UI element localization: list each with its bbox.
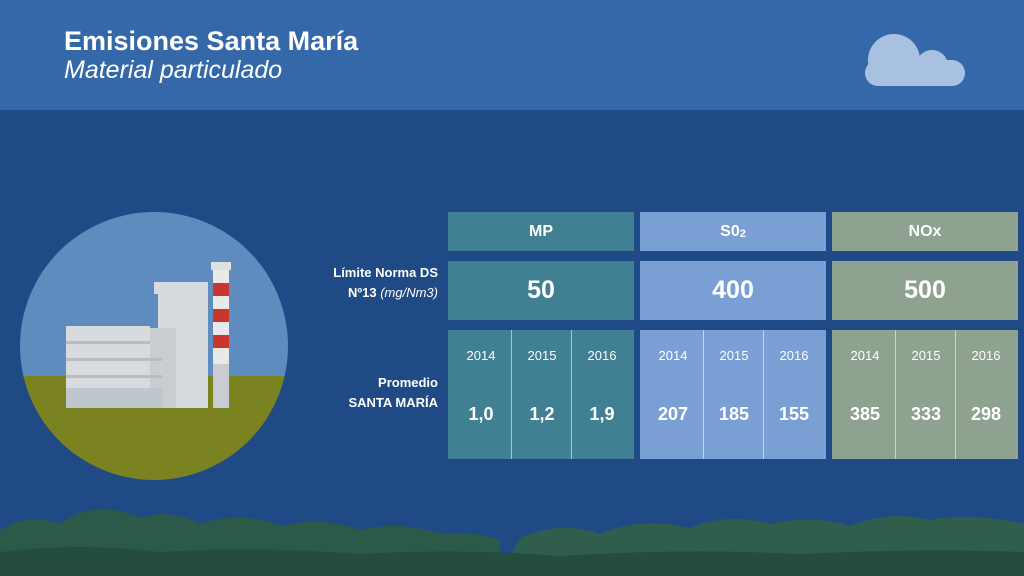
header-bar bbox=[0, 0, 1024, 110]
mountains-silhouette bbox=[0, 509, 1024, 576]
pollutant-header-mp: MP bbox=[448, 212, 634, 251]
year-cell: 2016 155 bbox=[763, 330, 824, 459]
average-value: 185 bbox=[718, 404, 750, 424]
average-value: 155 bbox=[778, 404, 810, 424]
limit-value-so2: 400 bbox=[640, 261, 826, 320]
average-label-line2: SANTA MARÍA bbox=[348, 395, 438, 410]
page-title: Emisiones Santa María bbox=[64, 26, 359, 56]
average-value: 207 bbox=[657, 404, 689, 424]
average-value: 333 bbox=[910, 404, 942, 424]
limit-label-line1: Límite Norma DS bbox=[333, 265, 438, 280]
year-cell: 2016 1,9 bbox=[571, 330, 632, 459]
pollutant-header-so2: S0 2 bbox=[640, 212, 826, 251]
year-label: 2016 bbox=[779, 348, 809, 363]
factory-illustration bbox=[20, 212, 288, 480]
year-label: 2016 bbox=[971, 348, 1001, 363]
year-label: 2015 bbox=[719, 348, 749, 363]
average-value: 1,0 bbox=[468, 404, 494, 424]
average-row-label: Promedio SANTA MARÍA bbox=[300, 373, 438, 413]
year-cell: 2014 207 bbox=[643, 330, 703, 459]
year-label: 2014 bbox=[658, 348, 688, 363]
year-label: 2015 bbox=[911, 348, 941, 363]
so2-subscript: 2 bbox=[739, 227, 746, 240]
year-label: 2016 bbox=[587, 348, 617, 363]
cloud-icon bbox=[865, 34, 965, 86]
page-subtitle: Material particulado bbox=[64, 56, 283, 84]
year-label: 2014 bbox=[850, 348, 880, 363]
average-value: 385 bbox=[849, 404, 881, 424]
year-cell: 2016 298 bbox=[955, 330, 1016, 459]
year-cell: 2014 1,0 bbox=[451, 330, 511, 459]
year-cell: 2015 1,2 bbox=[511, 330, 572, 459]
average-panel-so2: 2014 207 2015 185 2016 155 bbox=[640, 330, 826, 459]
average-value: 1,9 bbox=[589, 404, 615, 424]
average-panel-mp: 2014 1,0 2015 1,2 2016 1,9 bbox=[448, 330, 634, 459]
average-label-line1: Promedio bbox=[378, 375, 438, 390]
so2-name: S0 bbox=[720, 222, 740, 240]
limit-row-label: Límite Norma DS Nº13 (mg/Nm3) bbox=[300, 263, 438, 303]
year-cell: 2014 385 bbox=[835, 330, 895, 459]
year-cell: 2015 185 bbox=[703, 330, 764, 459]
year-cell: 2015 333 bbox=[895, 330, 956, 459]
average-value: 1,2 bbox=[529, 404, 555, 424]
average-value: 298 bbox=[970, 404, 1002, 424]
year-label: 2014 bbox=[466, 348, 496, 363]
limit-value-nox: 500 bbox=[832, 261, 1018, 320]
limit-label-unit: (mg/Nm3) bbox=[380, 285, 438, 300]
limit-label-line2: Nº13 (mg/Nm3) bbox=[300, 283, 438, 303]
year-label: 2015 bbox=[527, 348, 557, 363]
limit-value-mp: 50 bbox=[448, 261, 634, 320]
pollutant-header-nox: NOx bbox=[832, 212, 1018, 251]
limit-label-norm: Nº13 bbox=[347, 285, 377, 300]
average-panel-nox: 2014 385 2015 333 2016 298 bbox=[832, 330, 1018, 459]
